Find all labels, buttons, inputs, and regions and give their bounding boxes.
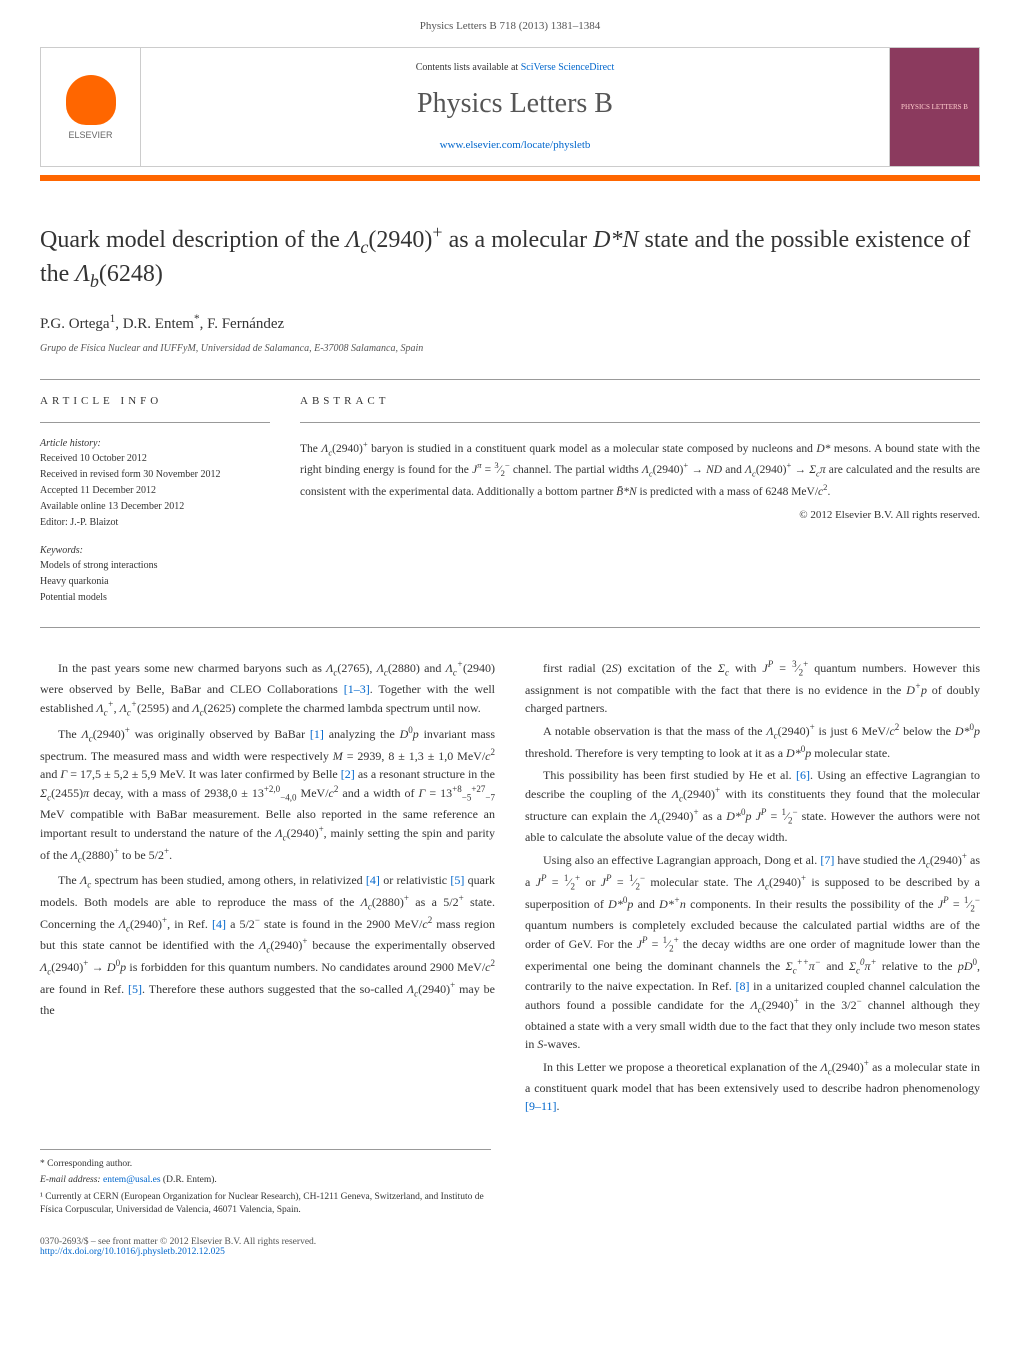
journal-reference: Physics Letters B 718 (2013) 1381–1384 [40, 20, 980, 32]
accepted-date: Accepted 11 December 2012 [40, 484, 270, 498]
corresponding-author-note: * Corresponding author. [40, 1158, 491, 1171]
abstract-copyright: © 2012 Elsevier B.V. All rights reserved… [300, 509, 980, 521]
editor: Editor: J.-P. Blaizot [40, 516, 270, 530]
body-paragraph: The Λc spectrum has been studied, among … [40, 871, 495, 1019]
info-abstract-row: ARTICLE INFO Article history: Received 1… [40, 395, 980, 607]
cover-label: PHYSICS LETTERS B [901, 103, 968, 111]
doi-link[interactable]: http://dx.doi.org/10.1016/j.physletb.201… [40, 1247, 225, 1257]
body-paragraph: The Λc(2940)+ was originally observed by… [40, 724, 495, 867]
info-divider [40, 422, 270, 423]
body-paragraph: first radial (2S) excitation of the Σc w… [525, 658, 980, 717]
body-paragraph: In the past years some new charmed baryo… [40, 658, 495, 720]
header-center: Contents lists available at SciVerse Sci… [141, 52, 889, 163]
divider-top [40, 379, 980, 380]
keyword-item: Models of strong interactions [40, 559, 270, 573]
abstract-block: ABSTRACT The Λc(2940)+ baryon is studied… [300, 395, 980, 607]
article-info-heading: ARTICLE INFO [40, 395, 270, 407]
left-column: In the past years some new charmed baryo… [40, 658, 495, 1119]
affiliation: Grupo de Física Nuclear and IUFFyM, Univ… [40, 343, 980, 354]
publisher-logo[interactable]: ELSEVIER [41, 48, 141, 166]
revised-date: Received in revised form 30 November 201… [40, 468, 270, 482]
contents-line: Contents lists available at SciVerse Sci… [151, 62, 879, 73]
divider-bottom [40, 627, 980, 628]
elsevier-tree-icon [66, 75, 116, 125]
body-paragraph: In this Letter we propose a theoretical … [525, 1057, 980, 1115]
keywords-label: Keywords: [40, 545, 270, 556]
journal-homepage-link[interactable]: www.elsevier.com/locate/physletb [440, 139, 591, 151]
email-line: E-mail address: entem@usal.es (D.R. Ente… [40, 1174, 491, 1187]
keyword-item: Potential models [40, 591, 270, 605]
body-two-column: In the past years some new charmed baryo… [40, 658, 980, 1119]
abstract-divider [300, 422, 980, 423]
affiliation-footnote: ¹ Currently at CERN (European Organizati… [40, 1191, 491, 1218]
footer: 0370-2693/$ – see front matter © 2012 El… [40, 1237, 980, 1257]
keyword-item: Heavy quarkonia [40, 575, 270, 589]
right-column: first radial (2S) excitation of the Σc w… [525, 658, 980, 1119]
publisher-name: ELSEVIER [68, 130, 112, 140]
body-paragraph: A notable observation is that the mass o… [525, 721, 980, 762]
body-paragraph: This possibility has been first studied … [525, 766, 980, 846]
article-info-block: ARTICLE INFO Article history: Received 1… [40, 395, 270, 607]
abstract-heading: ABSTRACT [300, 395, 980, 407]
article-title: Quark model description of the Λc(2940)+… [40, 221, 980, 293]
footnotes-block: * Corresponding author. E-mail address: … [40, 1149, 491, 1217]
authors-line: P.G. Ortega1, D.R. Entem*, F. Fernández [40, 313, 980, 333]
journal-cover-thumbnail[interactable]: PHYSICS LETTERS B [889, 48, 979, 166]
sciencedirect-link[interactable]: SciVerse ScienceDirect [521, 62, 615, 73]
journal-title: Physics Letters B [151, 88, 879, 120]
author-email-link[interactable]: entem@usal.es [103, 1175, 161, 1185]
abstract-text: The Λc(2940)+ baryon is studied in a con… [300, 438, 980, 500]
issn-copyright: 0370-2693/$ – see front matter © 2012 El… [40, 1237, 980, 1247]
received-date: Received 10 October 2012 [40, 452, 270, 466]
online-date: Available online 13 December 2012 [40, 500, 270, 514]
body-paragraph: Using also an effective Lagrangian appro… [525, 850, 980, 1053]
history-label: Article history: [40, 438, 270, 449]
journal-header: ELSEVIER Contents lists available at Sci… [40, 47, 980, 167]
keywords-block: Keywords: Models of strong interactions … [40, 545, 270, 605]
accent-bar [40, 175, 980, 181]
